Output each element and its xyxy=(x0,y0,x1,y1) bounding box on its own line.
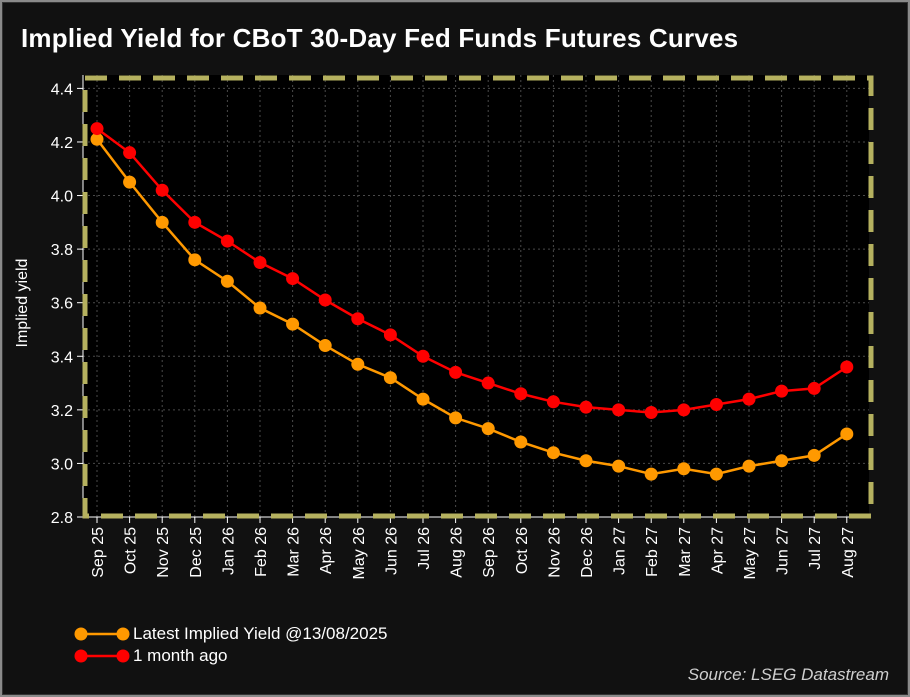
series-0-point-20 xyxy=(742,459,756,473)
highlight-box xyxy=(82,75,874,519)
series-1-point-7 xyxy=(318,293,332,307)
x-tick-label-16: Jan 27 xyxy=(612,527,629,575)
legend-entry-month-ago: 1 month ago xyxy=(73,645,388,667)
y-axis-label: Implied yield xyxy=(14,259,31,348)
x-tick-label-14: Nov 26 xyxy=(546,527,563,578)
x-tick-label-2: Nov 25 xyxy=(155,527,172,578)
series-0-point-21 xyxy=(775,454,789,468)
x-tick-label-12: Sep 26 xyxy=(481,527,498,578)
legend-entry-latest: Latest Implied Yield @13/08/2025 xyxy=(73,623,388,645)
chart-title: Implied Yield for CBoT 30-Day Fed Funds … xyxy=(21,23,739,53)
x-tick-label-11: Aug 26 xyxy=(449,527,466,578)
series-0-point-10 xyxy=(416,392,430,406)
series-0-point-13 xyxy=(514,435,528,449)
series-1-point-23 xyxy=(840,360,854,374)
series-1-point-19 xyxy=(709,397,723,411)
series-0-point-9 xyxy=(383,371,397,385)
x-tick-label-9: Jun 26 xyxy=(383,527,400,575)
series-1-point-22 xyxy=(807,381,821,395)
x-tick-label-18: Mar 27 xyxy=(677,527,694,577)
series-1-point-17 xyxy=(644,406,658,420)
y-tick-label-5: 3.8 xyxy=(51,242,73,259)
series-0-point-14 xyxy=(546,446,560,460)
highlight-box-layer xyxy=(82,75,874,519)
x-tick-label-13: Oct 26 xyxy=(514,527,531,574)
series-1-point-9 xyxy=(383,328,397,342)
series-1-point-15 xyxy=(579,400,593,414)
x-tick-label-5: Feb 26 xyxy=(253,527,270,577)
series-0-point-8 xyxy=(351,357,365,371)
series-0-point-7 xyxy=(318,339,332,353)
x-tick-label-22: Jul 27 xyxy=(807,527,824,570)
plot-background xyxy=(83,75,869,517)
series-0-point-6 xyxy=(286,317,300,331)
series-1-point-11 xyxy=(449,365,463,379)
series-1-point-10 xyxy=(416,349,430,363)
series-1-point-3 xyxy=(188,215,202,229)
series-0-point-16 xyxy=(612,459,626,473)
x-tick-label-3: Dec 25 xyxy=(188,527,205,578)
series-0-point-1 xyxy=(123,175,137,189)
source-note: Source: LSEG Datastream xyxy=(687,665,889,684)
series-0-point-18 xyxy=(677,462,691,476)
y-tick-label-4: 3.6 xyxy=(51,296,73,313)
series-0-point-22 xyxy=(807,448,821,462)
x-tick-label-7: Apr 26 xyxy=(318,527,335,574)
y-tick-label-6: 4.0 xyxy=(51,189,73,206)
x-tick-label-6: Mar 26 xyxy=(286,527,303,577)
legend-swatch-month-ago xyxy=(74,649,130,663)
series-0-point-15 xyxy=(579,454,593,468)
legend-label-month-ago: 1 month ago xyxy=(133,646,228,665)
series-1-point-1 xyxy=(123,146,137,160)
x-tick-label-8: May 26 xyxy=(351,527,368,580)
series-1-point-14 xyxy=(546,395,560,409)
legend: Latest Implied Yield @13/08/2025 1 month… xyxy=(73,623,388,667)
series-1-point-16 xyxy=(612,403,626,417)
series-1-point-5 xyxy=(253,256,267,270)
series-1-point-12 xyxy=(481,376,495,390)
series-1-point-13 xyxy=(514,387,528,401)
series-1-point-18 xyxy=(677,403,691,417)
y-tick-label-7: 4.2 xyxy=(51,135,73,152)
x-tick-label-19: Apr 27 xyxy=(709,527,726,574)
series-1-point-0 xyxy=(90,122,104,136)
x-tick-label-21: Jun 27 xyxy=(775,527,792,575)
chart-canvas: 2.8 3.0 3.2 3.4 3.6 3.8 4.0 4.2 4.4 Sep 25 Oct 25 N… xyxy=(14,75,874,579)
x-tick-label-0: Sep 25 xyxy=(90,527,107,578)
series-1-point-6 xyxy=(286,272,300,286)
series-0-point-4 xyxy=(220,274,234,288)
series-1-point-8 xyxy=(351,312,365,326)
series-1-point-21 xyxy=(775,384,789,398)
x-tick-label-15: Dec 26 xyxy=(579,527,596,578)
x-tick-label-20: May 27 xyxy=(742,527,759,580)
series-0-point-0 xyxy=(90,132,104,146)
y-tick-label-1: 3.0 xyxy=(51,456,73,473)
legend-swatch-latest xyxy=(74,627,130,641)
x-tick-label-10: Jul 26 xyxy=(416,527,433,570)
series-0-point-5 xyxy=(253,301,267,315)
series-0-point-2 xyxy=(155,215,169,229)
series-0-point-19 xyxy=(709,467,723,481)
series-0-point-3 xyxy=(188,253,202,267)
axes-layer: 2.8 3.0 3.2 3.4 3.6 3.8 4.0 4.2 4.4 Sep 25 Oct 25 N… xyxy=(51,75,869,579)
x-tick-label-17: Feb 27 xyxy=(644,527,661,577)
y-tick-label-0: 2.8 xyxy=(51,510,73,527)
y-tick-label-8: 4.4 xyxy=(51,81,73,98)
grid-layer xyxy=(83,75,869,518)
series-layer xyxy=(90,122,854,481)
series-0-point-11 xyxy=(449,411,463,425)
y-tick-label-2: 3.2 xyxy=(51,403,73,420)
x-tick-label-23: Aug 27 xyxy=(840,527,857,578)
series-1-point-2 xyxy=(155,183,169,197)
series-0-point-17 xyxy=(644,467,658,481)
x-tick-label-1: Oct 25 xyxy=(123,527,140,574)
series-0-point-23 xyxy=(840,427,854,441)
series-1-point-20 xyxy=(742,392,756,406)
series-1-point-4 xyxy=(220,234,234,248)
legend-label-latest: Latest Implied Yield @13/08/2025 xyxy=(133,624,388,643)
y-tick-label-3: 3.4 xyxy=(51,349,73,366)
x-tick-label-4: Jan 26 xyxy=(220,527,237,575)
series-0-point-12 xyxy=(481,422,495,436)
